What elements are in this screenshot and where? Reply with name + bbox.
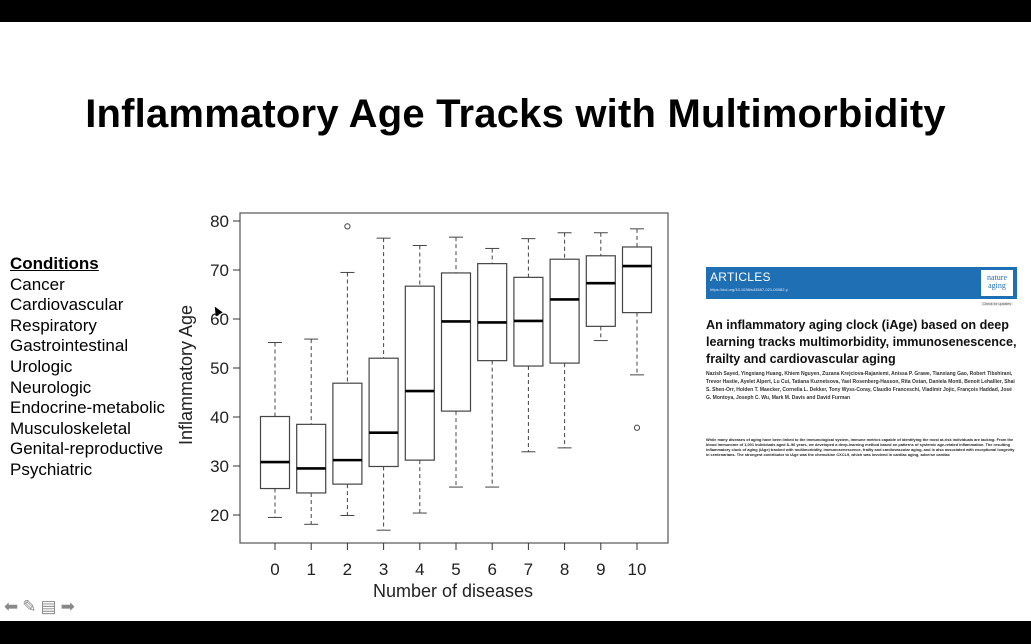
condition-item: Neurologic [10, 377, 92, 397]
x-tick-label: 0 [270, 560, 279, 579]
pen-icon[interactable]: ✎ [22, 597, 37, 616]
box-3 [368, 237, 399, 531]
article-doi: https://doi.org/10.1038/s43587-021-00082… [710, 287, 788, 292]
conditions-heading: Conditions [10, 254, 99, 273]
box-2 [332, 223, 363, 516]
outlier-point [344, 223, 351, 230]
box-10 [621, 228, 653, 431]
x-tick-label: 8 [560, 560, 569, 579]
condition-item: Cardiovascular [10, 295, 124, 315]
x-axis-label: Number of diseases [373, 581, 533, 601]
article-abstract: While many diseases of aging have been l… [706, 437, 1015, 457]
y-tick-label: 30 [210, 457, 229, 476]
x-tick-label: 4 [415, 560, 424, 579]
condition-item: Endocrine-metabolic [10, 398, 165, 418]
y-tick-label: 20 [210, 506, 229, 525]
iqr-box [259, 415, 291, 490]
iqr-box [368, 357, 399, 468]
x-tick-label: 10 [628, 560, 647, 579]
viewer-top-bar [0, 0, 1031, 22]
arrow-left-icon[interactable]: ⬅ [4, 597, 19, 616]
slide-title: Inflammatory Age Tracks with Multimorbid… [85, 92, 946, 136]
iqr-box [477, 263, 508, 362]
iqr-box [440, 272, 472, 412]
y-tick-label: 40 [210, 408, 229, 427]
condition-item: Cancer [10, 274, 65, 294]
y-axis-label: Inflammatory Age [176, 305, 196, 445]
journal-logo: nature aging [981, 270, 1013, 296]
iqr-box [296, 423, 327, 494]
box-8 [549, 232, 580, 449]
x-tick-label: 7 [524, 560, 533, 579]
plot-frame [239, 212, 669, 544]
iqr-box [549, 258, 580, 364]
arrow-right-icon[interactable]: ➡ [60, 597, 75, 616]
slide-nav-toolbar: ⬅ ✎ ▤ ➡ [4, 598, 75, 615]
outlier-point [633, 424, 641, 431]
box-1 [296, 338, 327, 525]
article-section-label: ARTICLES [710, 270, 771, 284]
iqr-box [332, 382, 363, 485]
x-tick-label: 9 [596, 560, 605, 579]
condition-item: Gastrointestinal [10, 336, 129, 356]
y-tick-label: 50 [210, 359, 229, 378]
iqr-box [404, 285, 435, 461]
x-tick-label: 1 [306, 560, 315, 579]
iqr-box [585, 255, 616, 327]
notes-icon[interactable]: ▤ [40, 597, 57, 616]
article-title: An inflammatory aging clock (iAge) based… [706, 318, 1017, 366]
condition-item: Respiratory [10, 315, 97, 335]
x-tick-label: 2 [343, 560, 352, 579]
condition-item: Urologic [10, 356, 73, 376]
box-9 [585, 232, 616, 342]
condition-item: Psychiatric [10, 459, 93, 479]
viewer-bottom-bar [0, 621, 1031, 644]
condition-item: Genital-reproductive [10, 439, 164, 459]
x-tick-label: 3 [379, 560, 388, 579]
article-thumbnail: ARTICLES https://doi.org/10.1038/s43587-… [706, 267, 1017, 457]
article-header-bar: ARTICLES https://doi.org/10.1038/s43587-… [706, 267, 1017, 299]
box-4 [404, 245, 435, 514]
y-tick-label: 70 [210, 261, 229, 280]
iqr-box [621, 246, 653, 314]
check-updates-badge: Check for updates [980, 302, 1013, 306]
conditions-list: Conditions Cancer Cardiovascular Respirato… [10, 254, 165, 481]
box-0 [259, 342, 291, 518]
x-tick-label: 6 [487, 560, 496, 579]
y-tick-label: 60 [210, 310, 229, 329]
box-5 [440, 236, 472, 488]
y-tick-label: 80 [210, 212, 229, 231]
x-tick-label: 5 [451, 560, 460, 579]
article-authors: Nazish Sayed, Yingxiang Huang, Khiem Ngu… [706, 371, 1015, 401]
box-6 [477, 247, 508, 488]
condition-item: Musculoskeletal [10, 418, 131, 438]
box-7 [513, 238, 544, 453]
